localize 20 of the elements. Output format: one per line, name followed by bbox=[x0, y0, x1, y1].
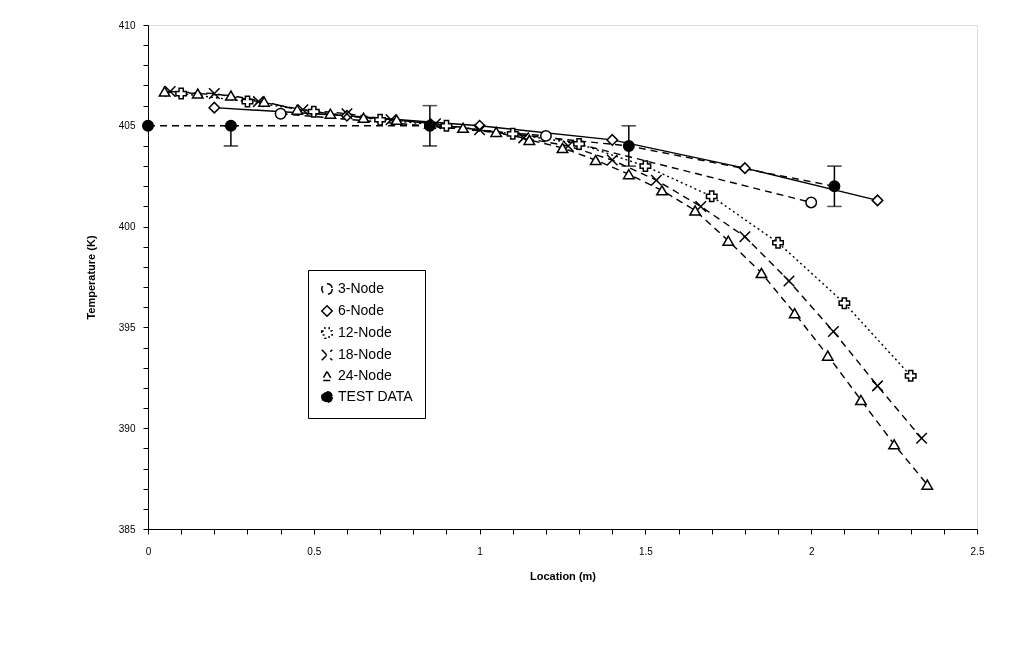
legend-label: 3-Node bbox=[338, 280, 385, 296]
x-tick-label: 2 bbox=[808, 545, 815, 557]
y-tick-label: 410 bbox=[118, 19, 136, 31]
y-tick-label: 400 bbox=[118, 221, 136, 233]
legend-label: 24-Node bbox=[338, 367, 392, 383]
x-tick-label: 1.5 bbox=[638, 545, 654, 557]
y-axis-title: Temperature (K) bbox=[84, 235, 97, 320]
y-tick-label: 390 bbox=[118, 422, 136, 434]
legend-label: TEST DATA bbox=[338, 388, 414, 404]
y-tick-label: 395 bbox=[118, 321, 136, 333]
legend-label: 12-Node bbox=[338, 324, 392, 340]
legend-label: 18-Node bbox=[338, 346, 392, 362]
x-axis-title: Location (m) bbox=[530, 569, 597, 582]
x-tick-label: 0.5 bbox=[307, 545, 322, 557]
x-tick-label: 0 bbox=[145, 545, 152, 557]
y-tick-label: 405 bbox=[118, 120, 136, 132]
y-tick-label: 385 bbox=[118, 523, 136, 535]
legend-label: 6-Node bbox=[338, 302, 385, 318]
x-tick-label: 2.5 bbox=[970, 545, 985, 557]
x-tick-label: 1 bbox=[477, 545, 484, 557]
